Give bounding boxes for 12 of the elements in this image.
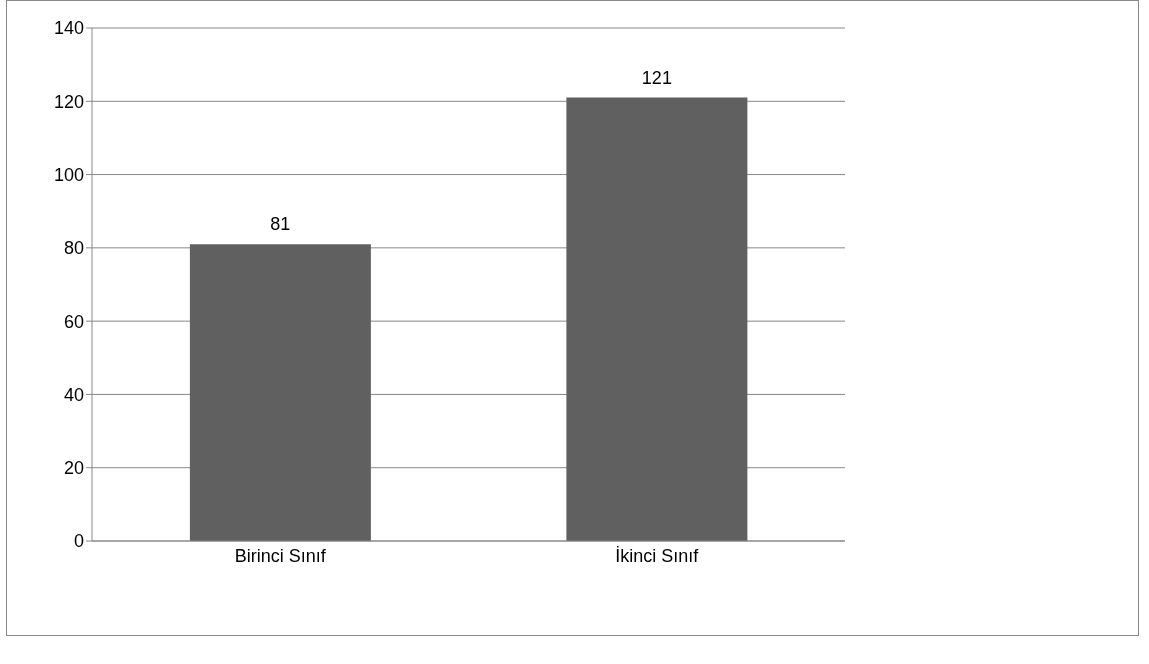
data-label: 81	[270, 214, 291, 235]
y-tick-label: 60	[63, 311, 84, 332]
y-tick-label: 100	[53, 164, 84, 185]
y-tick-label: 80	[63, 238, 84, 259]
y-tick-label: 140	[53, 18, 84, 39]
y-tick-label: 120	[53, 91, 84, 112]
x-tick-label: İkinci Sınıf	[615, 545, 700, 566]
y-tick-label: 20	[63, 458, 84, 479]
y-tick-label: 0	[73, 531, 84, 552]
x-tick-label: Birinci Sınıf	[234, 545, 327, 566]
y-tick-label: 40	[63, 384, 84, 405]
data-label: 121	[641, 67, 672, 88]
